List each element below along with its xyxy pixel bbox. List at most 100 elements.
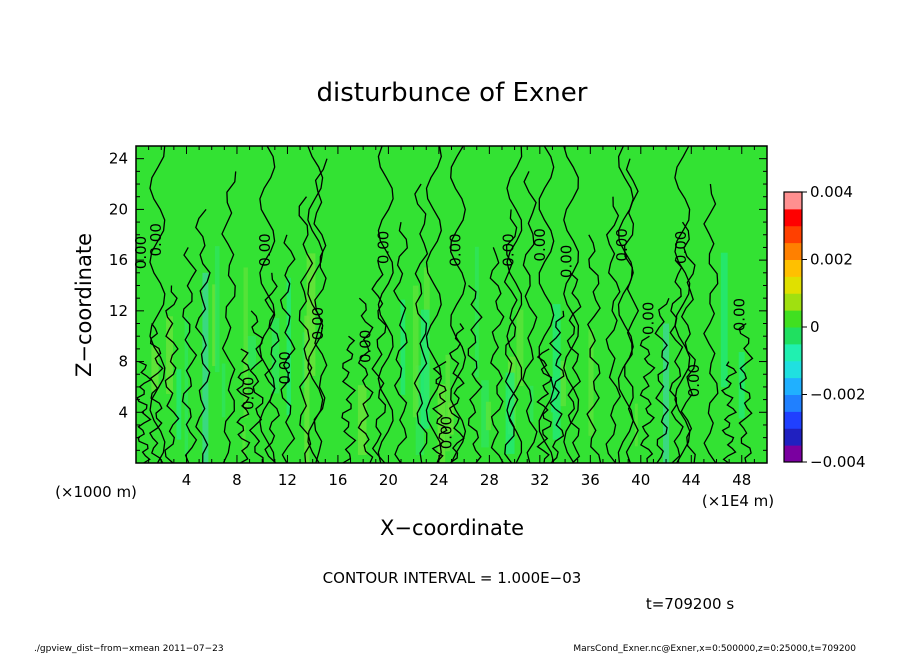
colorbar-swatch — [784, 411, 802, 429]
x-tick-label: 28 — [480, 471, 499, 489]
contour-line — [236, 348, 251, 464]
field-patch — [634, 403, 638, 447]
colorbar-tick-label: 0.002 — [810, 251, 853, 269]
x-tick-label: 44 — [682, 471, 701, 489]
contour-line — [279, 234, 296, 464]
contour-label: 0.00 — [446, 233, 464, 266]
field-patch — [286, 277, 292, 416]
y-axis-title: Z−coordinate — [72, 233, 96, 377]
field-patch — [588, 329, 594, 436]
contour-line — [605, 196, 622, 464]
contour-line — [522, 171, 538, 464]
field-patch — [738, 351, 745, 419]
field-patch — [505, 372, 515, 454]
contour-line — [298, 196, 314, 464]
contour-line — [248, 310, 264, 464]
y-tick-label: 20 — [109, 200, 128, 218]
colorbar-swatch — [784, 242, 802, 260]
colorbar-swatch — [784, 360, 802, 379]
negative-patch — [202, 272, 209, 463]
field-patch — [176, 369, 182, 440]
contour-line — [448, 323, 465, 464]
contour-label: 0.00 — [374, 231, 392, 264]
x-axis-title: X−coordinate — [380, 516, 524, 540]
field-patch — [304, 315, 310, 463]
contour-lines — [136, 145, 754, 464]
contour-line — [738, 322, 754, 464]
contour-line — [538, 145, 555, 464]
colorbar-swatch — [784, 394, 802, 412]
contour-line — [503, 209, 519, 464]
contour-line — [549, 310, 565, 464]
contour-line — [194, 208, 211, 464]
contour-line — [371, 259, 387, 464]
contour-line — [149, 323, 164, 464]
contour-line — [720, 361, 738, 464]
footer-right: MarsCond_Exner.nc@Exner,x=0:500000,z=0:2… — [573, 644, 856, 654]
contour-interval-text: CONTOUR INTERVAL = 1.000E−03 — [323, 569, 582, 587]
contour-label: 0.00 — [685, 364, 703, 397]
contour-label: 0.00 — [557, 245, 575, 278]
contour-line — [566, 272, 582, 464]
contour-label: 0.00 — [613, 228, 631, 261]
x-tick-label: 24 — [429, 471, 448, 489]
field-patch — [447, 402, 454, 435]
contour-line — [467, 285, 483, 464]
contour-line — [563, 145, 580, 464]
contour-line — [264, 272, 280, 464]
contour-line — [450, 145, 467, 464]
contour-line — [489, 247, 505, 464]
field-patch — [212, 284, 217, 367]
colorbar-swatch — [784, 208, 802, 227]
contour-label: 0.00 — [531, 228, 549, 261]
contour-line — [164, 285, 180, 464]
y-tick-label: 4 — [118, 403, 128, 421]
contour-label: 0.00 — [276, 351, 294, 384]
field-patch — [412, 285, 419, 418]
x-tick-label: 8 — [232, 471, 242, 489]
plot-area: 0.00 0.00 0.00 0.00 0.00 0.00 0.00 0.00 0.00 0.00… — [132, 145, 768, 464]
y-tick-label: 24 — [109, 150, 128, 168]
field-patch — [516, 309, 524, 387]
contour-line — [377, 145, 394, 464]
colorbar-swatch — [784, 343, 802, 362]
y-unit-note: (×1000 m) — [55, 483, 137, 501]
field-patch — [214, 246, 220, 373]
contour-label: 0.00 — [357, 330, 375, 363]
negative-patch — [663, 323, 670, 463]
y-tick-label: 12 — [109, 302, 128, 320]
field-patch — [247, 336, 257, 368]
field-patch — [481, 380, 489, 448]
colorbar-tick-label: −0.002 — [810, 386, 866, 404]
field-patch — [151, 346, 159, 392]
y-axis: 4 8 12 16 20 24 — [109, 145, 767, 464]
contour-line — [393, 221, 408, 464]
contour-line — [586, 234, 602, 464]
contour-line — [357, 297, 374, 464]
colorbar-swatch — [784, 310, 802, 328]
contour-label: 0.00 — [438, 416, 456, 449]
x-tick-label: 12 — [278, 471, 297, 489]
colorbar-swatch — [784, 327, 802, 345]
colorbar-swatch — [784, 445, 802, 463]
field-patch — [420, 309, 430, 429]
contour-line — [221, 171, 237, 464]
contour-line — [680, 221, 696, 464]
contour-label: 0.00 — [147, 223, 165, 256]
contour-line — [307, 145, 324, 464]
colorbar-swatch — [784, 428, 802, 446]
colorbar-swatch — [784, 377, 802, 395]
colorbar-swatch — [784, 225, 802, 244]
x-tick-label: 20 — [379, 471, 398, 489]
contour-line — [506, 145, 523, 464]
x-tick-label: 48 — [732, 471, 751, 489]
field-patch — [243, 267, 248, 418]
field-patch — [529, 385, 534, 423]
contour-label: 0.00 — [309, 307, 327, 340]
field-patch — [485, 401, 492, 431]
contour-label: 0.00 — [730, 298, 748, 331]
colorbar-swatch — [784, 276, 802, 294]
contour-line — [617, 145, 634, 464]
y-tick-label: 16 — [109, 251, 128, 269]
colorbar-swatch — [784, 293, 802, 311]
